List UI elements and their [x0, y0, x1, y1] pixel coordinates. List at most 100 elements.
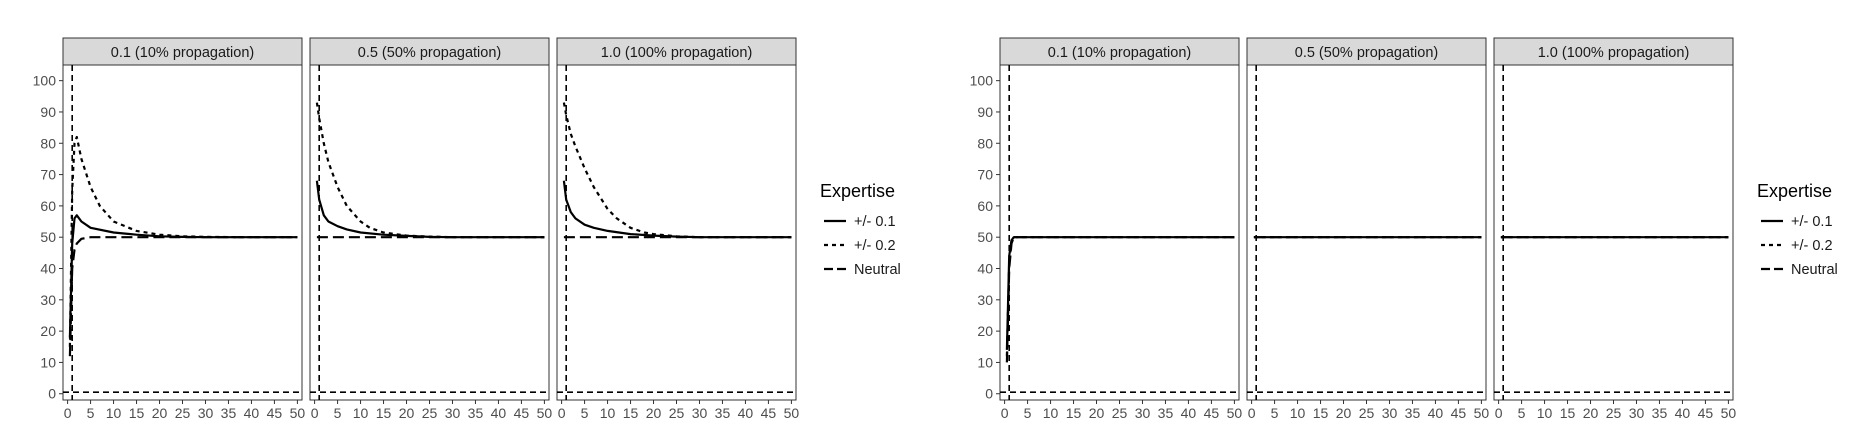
x-tick-label: 45 — [1698, 405, 1714, 421]
x-tick-label: 10 — [353, 405, 369, 421]
x-tick-label: 20 — [399, 405, 415, 421]
x-tick-label: 40 — [244, 405, 260, 421]
panel-border — [1246, 64, 1487, 401]
legend-label: Neutral — [854, 262, 901, 278]
x-tick-label: 30 — [198, 405, 214, 421]
x-tick-label: 15 — [1560, 405, 1576, 421]
panel-border — [62, 64, 303, 401]
y-tick-label: 100 — [970, 73, 994, 89]
x-tick-label: 30 — [1382, 405, 1398, 421]
facet-strip-label: 1.0 (100% propagation) — [1538, 45, 1690, 61]
x-tick-label: 0 — [64, 405, 72, 421]
panel-border — [309, 64, 550, 401]
legend: Expertise +/- 0.1 +/- 0.2 Neutral — [820, 181, 901, 278]
x-tick-label: 35 — [221, 405, 237, 421]
x-tick-label: 50 — [784, 405, 800, 421]
x-tick-label: 35 — [1405, 405, 1421, 421]
x-tick-label: 45 — [267, 405, 283, 421]
panel-border — [999, 64, 1240, 401]
y-tick-label: 0 — [985, 386, 993, 402]
legend: Expertise +/- 0.1 +/- 0.2 Neutral — [1757, 181, 1838, 278]
x-tick-label: 25 — [1359, 405, 1375, 421]
facet-panel: 0.1 (10% propagation)0 5 10 15 20 25 30 35 40 45 5… — [33, 37, 306, 421]
x-tick-label: 30 — [1629, 405, 1645, 421]
chart-2: 0.1 (10% propagation)0 5 10 15 20 25 30 35 40 45 5… — [970, 37, 1838, 421]
y-tick-label: 70 — [977, 167, 993, 183]
facet-strip-label: 0.1 (10% propagation) — [1048, 45, 1192, 61]
x-tick-label: 10 — [1537, 405, 1553, 421]
x-tick-label: 20 — [1336, 405, 1352, 421]
x-tick-label: 0 — [1248, 405, 1256, 421]
x-tick-label: 45 — [761, 405, 777, 421]
legend-label: +/- 0.2 — [854, 238, 896, 254]
legend-label: +/- 0.1 — [854, 214, 896, 230]
x-tick-label: 35 — [1158, 405, 1174, 421]
x-tick-label: 40 — [738, 405, 754, 421]
x-tick-label: 45 — [1451, 405, 1467, 421]
x-tick-label: 45 — [514, 405, 530, 421]
legend-title: Expertise — [1757, 181, 1832, 201]
x-tick-label: 5 — [581, 405, 589, 421]
x-tick-label: 5 — [334, 405, 342, 421]
legend-label: +/- 0.2 — [1791, 238, 1833, 254]
x-tick-label: 10 — [1290, 405, 1306, 421]
x-tick-label: 25 — [175, 405, 191, 421]
x-tick-label: 0 — [1495, 405, 1503, 421]
y-tick-label: 60 — [977, 198, 993, 214]
x-tick-label: 35 — [715, 405, 731, 421]
x-tick-label: 20 — [646, 405, 662, 421]
series-line-neutral — [68, 236, 298, 357]
y-tick-label: 100 — [33, 73, 57, 89]
facet-panel: 0.1 (10% propagation)0 5 10 15 20 25 30 35 40 45 5… — [970, 37, 1243, 421]
y-tick-label: 0 — [48, 386, 56, 402]
x-tick-label: 0 — [558, 405, 566, 421]
x-tick-label: 50 — [1721, 405, 1737, 421]
facet-strip-label: 0.5 (50% propagation) — [358, 45, 502, 61]
series-line-plus-minus-0-2 — [562, 102, 792, 239]
x-tick-label: 20 — [152, 405, 168, 421]
x-tick-label: 15 — [129, 405, 145, 421]
x-tick-label: 40 — [1675, 405, 1691, 421]
facet-panel: 1.0 (100% propagation) 0 5 10 15 20 25 30 35 40 45… — [1493, 37, 1737, 421]
y-tick-label: 90 — [977, 104, 993, 120]
x-tick-label: 5 — [1271, 405, 1279, 421]
x-tick-label: 50 — [1474, 405, 1490, 421]
x-tick-label: 30 — [445, 405, 461, 421]
facet-panel: 0.5 (50% propagation) 0 5 10 15 20 25 30 35 40 45 5… — [309, 37, 552, 421]
x-tick-label: 40 — [1428, 405, 1444, 421]
y-tick-label: 10 — [977, 354, 993, 370]
facet-strip — [999, 37, 1240, 66]
x-tick-label: 5 — [1024, 405, 1032, 421]
y-tick-label: 90 — [40, 104, 56, 120]
y-tick-label: 50 — [40, 229, 56, 245]
facet-panel: 0.5 (50% propagation) 0 5 10 15 20 25 30 35 40 45 5… — [1246, 37, 1490, 421]
facet-strip — [62, 37, 303, 66]
x-tick-label: 15 — [623, 405, 639, 421]
facet-strip — [309, 37, 550, 66]
x-tick-label: 40 — [491, 405, 507, 421]
x-tick-label: 25 — [422, 405, 438, 421]
x-tick-label: 10 — [1043, 405, 1059, 421]
y-tick-label: 50 — [977, 229, 993, 245]
x-tick-label: 10 — [106, 405, 122, 421]
facet-strip — [1246, 37, 1487, 66]
x-tick-label: 50 — [1227, 405, 1243, 421]
x-tick-label: 5 — [87, 405, 95, 421]
y-tick-label: 80 — [977, 135, 993, 151]
x-tick-label: 35 — [468, 405, 484, 421]
panel-border — [556, 64, 797, 401]
x-tick-label: 25 — [669, 405, 685, 421]
y-tick-label: 60 — [40, 198, 56, 214]
legend-label: Neutral — [1791, 262, 1838, 278]
x-tick-label: 30 — [692, 405, 708, 421]
x-tick-label: 20 — [1583, 405, 1599, 421]
x-tick-label: 10 — [600, 405, 616, 421]
panel-border — [1493, 64, 1734, 401]
facet-strip — [1493, 37, 1734, 66]
x-tick-label: 40 — [1181, 405, 1197, 421]
y-tick-label: 30 — [977, 292, 993, 308]
x-tick-label: 35 — [1652, 405, 1668, 421]
x-tick-label: 50 — [290, 405, 306, 421]
legend-title: Expertise — [820, 181, 895, 201]
x-tick-label: 0 — [1001, 405, 1009, 421]
